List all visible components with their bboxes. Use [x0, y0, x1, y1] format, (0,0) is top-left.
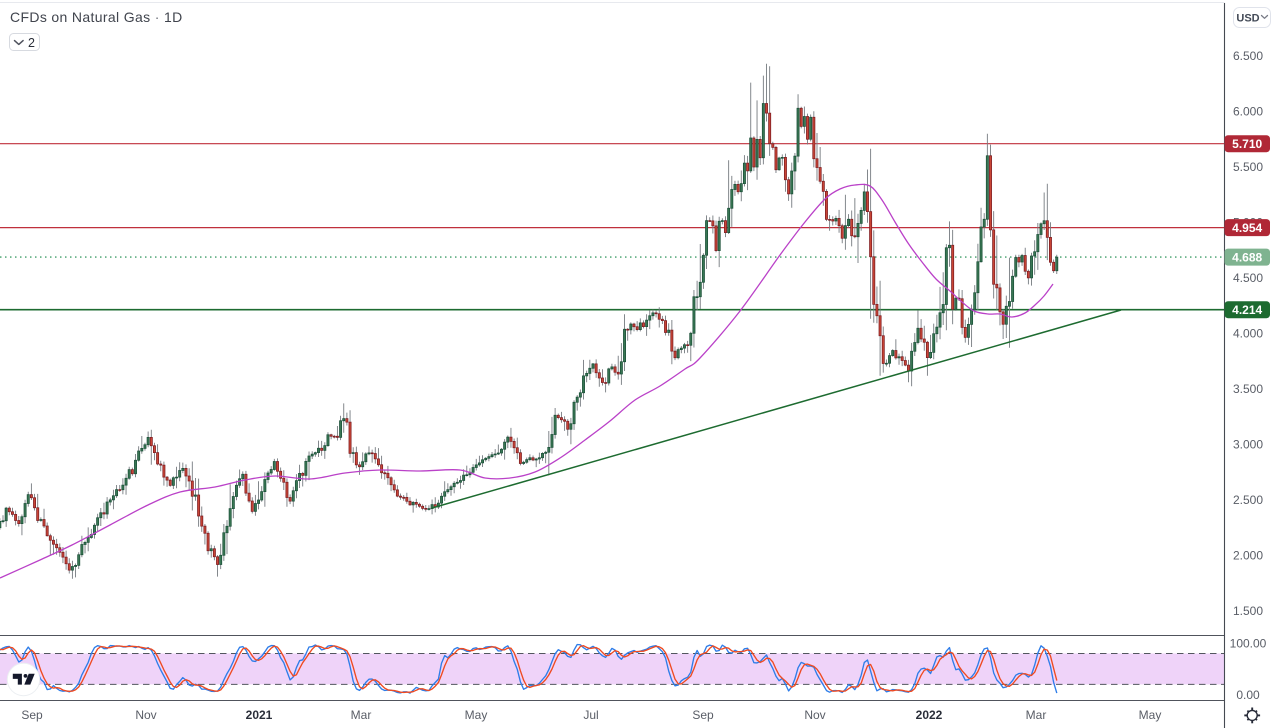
svg-text:CFDs on Natural Gas · 1D: CFDs on Natural Gas · 1D — [10, 9, 183, 25]
svg-text:3.000: 3.000 — [1233, 438, 1263, 452]
svg-text:Sep: Sep — [692, 708, 714, 722]
svg-text:Sep: Sep — [21, 708, 43, 722]
svg-text:2022: 2022 — [916, 708, 943, 722]
svg-text:3.500: 3.500 — [1233, 382, 1263, 396]
svg-text:4.688: 4.688 — [1232, 251, 1262, 265]
svg-text:100.00: 100.00 — [1230, 636, 1267, 650]
svg-text:5.710: 5.710 — [1232, 137, 1262, 151]
svg-text:Nov: Nov — [135, 708, 156, 722]
svg-text:4.000: 4.000 — [1233, 327, 1263, 341]
svg-text:1.500: 1.500 — [1233, 604, 1263, 618]
svg-text:Mar: Mar — [1026, 708, 1047, 722]
svg-text:0.00: 0.00 — [1236, 688, 1260, 702]
svg-text:4.954: 4.954 — [1232, 221, 1262, 235]
svg-text:May: May — [1139, 708, 1162, 722]
svg-text:May: May — [465, 708, 488, 722]
svg-text:2.500: 2.500 — [1233, 493, 1263, 507]
svg-text:4.214: 4.214 — [1232, 303, 1262, 317]
svg-text:6.500: 6.500 — [1233, 49, 1263, 63]
svg-text:2.000: 2.000 — [1233, 549, 1263, 563]
svg-text:Jul: Jul — [583, 708, 598, 722]
svg-text:4.500: 4.500 — [1233, 271, 1263, 285]
svg-text:USD: USD — [1236, 13, 1259, 25]
svg-text:2021: 2021 — [246, 708, 273, 722]
svg-text:2: 2 — [28, 36, 35, 50]
svg-text:6.000: 6.000 — [1233, 105, 1263, 119]
svg-text:Nov: Nov — [804, 708, 825, 722]
svg-text:5.500: 5.500 — [1233, 160, 1263, 174]
svg-text:Mar: Mar — [351, 708, 372, 722]
